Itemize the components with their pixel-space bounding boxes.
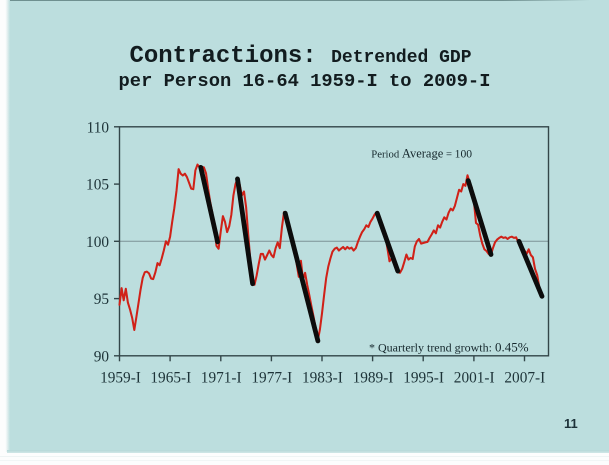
svg-text:1959-I: 1959-I bbox=[100, 370, 141, 387]
svg-text:1989-I: 1989-I bbox=[353, 370, 394, 387]
svg-text:2007-I: 2007-I bbox=[504, 370, 545, 387]
svg-text:Period Average = 100: Period Average = 100 bbox=[371, 146, 472, 160]
svg-text:1995-I: 1995-I bbox=[403, 370, 444, 387]
svg-text:95: 95 bbox=[94, 291, 110, 308]
svg-text:90: 90 bbox=[94, 348, 110, 365]
svg-text:110: 110 bbox=[87, 119, 110, 136]
svg-text:100: 100 bbox=[86, 234, 109, 251]
svg-text:1971-I: 1971-I bbox=[201, 370, 242, 387]
svg-text:1965-I: 1965-I bbox=[150, 370, 191, 387]
svg-text:1983-I: 1983-I bbox=[302, 370, 343, 387]
svg-text:1977-I: 1977-I bbox=[251, 370, 292, 387]
svg-text:2001-I: 2001-I bbox=[454, 370, 495, 387]
svg-text:* Quarterly trend growth: 0.45: * Quarterly trend growth: 0.45% bbox=[369, 340, 529, 355]
svg-text:105: 105 bbox=[86, 177, 109, 194]
